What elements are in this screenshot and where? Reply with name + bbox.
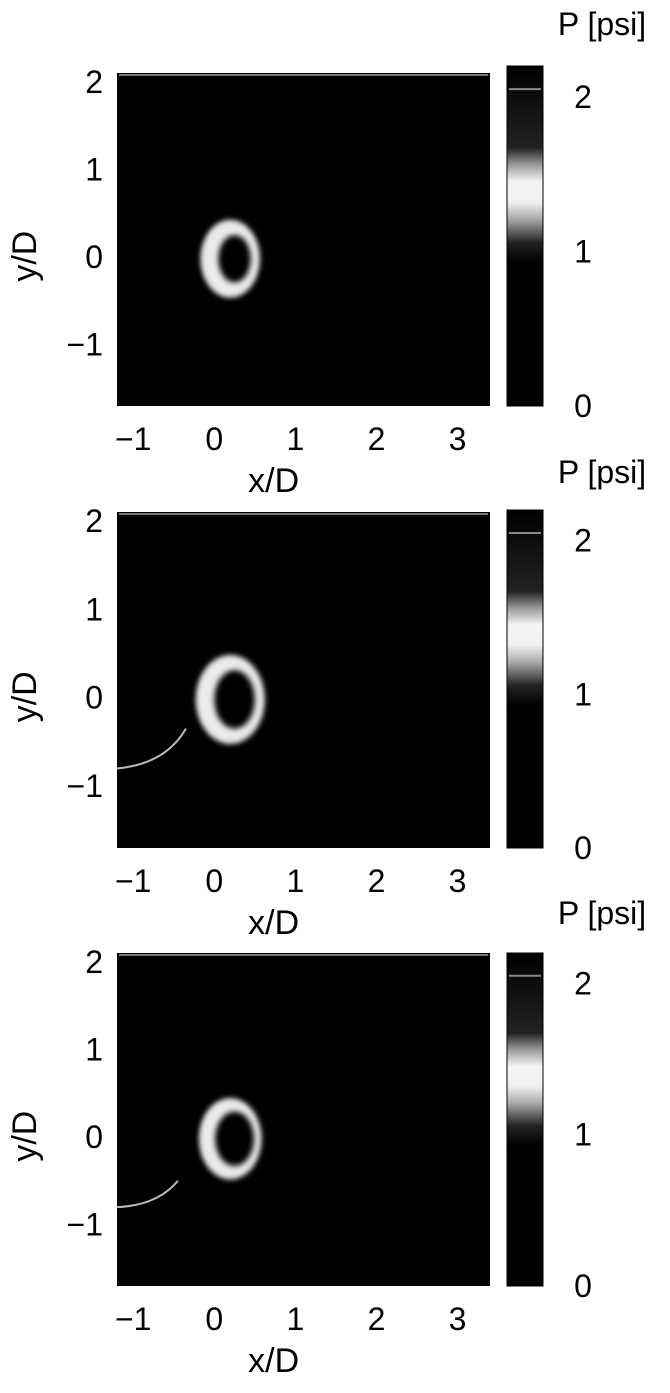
y-tick-label: −1: [67, 1207, 103, 1243]
colorbar-title: P [psi]: [558, 895, 646, 931]
pressure-ring: [196, 655, 265, 744]
y-tick-label: 2: [85, 944, 103, 980]
y-tick-label: 2: [85, 64, 103, 100]
x-tick-label: 0: [205, 421, 223, 457]
x-tick-label: 1: [286, 421, 304, 457]
y-axis-label: y/D: [6, 231, 44, 282]
x-tick-label: 0: [205, 863, 223, 899]
y-tick-label: −1: [67, 327, 103, 363]
colorbar-tick-label: 1: [574, 233, 592, 269]
ring-core: [215, 1111, 255, 1166]
x-axis-label: x/D: [248, 462, 299, 500]
x-tick-label: 2: [368, 1301, 386, 1337]
colorbar: 0 1 2 P [psi]: [506, 454, 646, 866]
colorbar-tick-label: 0: [574, 830, 592, 866]
shock-arc: [116, 728, 187, 770]
shock-arc: [116, 1180, 179, 1209]
y-axis-label: y/D: [6, 671, 44, 722]
colorbar-tick-label: 1: [574, 1117, 592, 1153]
pressure-ring: [201, 220, 260, 298]
ring-core: [214, 670, 255, 729]
pressure-ring: [199, 1098, 262, 1180]
y-tick-label: 0: [85, 1119, 103, 1155]
x-tick-label: 1: [286, 1301, 304, 1337]
x-tick-label: −1: [115, 421, 151, 457]
y-tick-label: 1: [85, 151, 103, 187]
y-axis-label: y/D: [6, 1111, 44, 1162]
colorbar-tick-label: 2: [574, 965, 592, 1001]
colorbar: 0 1 2 P [psi]: [506, 6, 646, 424]
panel-1: −1 0 1 2 3 −1 0 1 2 x/D y/D 0 1 2 P [psi]: [6, 6, 646, 500]
y-tick-label: 0: [85, 680, 103, 716]
panel-2: −1 0 1 2 3 −1 0 1 2 x/D y/D 0 1 2 P [psi]: [6, 454, 646, 942]
y-tick-label: 2: [85, 503, 103, 539]
plot-area: [117, 73, 490, 406]
x-axis-label: x/D: [248, 904, 299, 942]
x-tick-label: 0: [205, 1301, 223, 1337]
plot-area: [117, 512, 490, 848]
y-tick-label: 1: [85, 1031, 103, 1067]
colorbar-title: P [psi]: [558, 6, 646, 42]
x-tick-label: 2: [368, 863, 386, 899]
colorbar-tick-label: 2: [574, 523, 592, 559]
plot-area: [117, 953, 490, 1286]
colorbar: 0 1 2 P [psi]: [506, 895, 646, 1304]
x-tick-label: 2: [368, 421, 386, 457]
x-tick-label: −1: [115, 863, 151, 899]
colorbar-tick-label: 2: [574, 79, 592, 115]
colorbar-tick-label: 0: [574, 1268, 592, 1304]
colorbar-title: P [psi]: [558, 454, 646, 490]
x-tick-label: 3: [449, 421, 467, 457]
x-tick-label: 1: [286, 863, 304, 899]
ring-core: [218, 235, 251, 283]
y-tick-label: −1: [67, 768, 103, 804]
colorbar-tick-label: 0: [574, 388, 592, 424]
x-axis-label: x/D: [248, 1342, 299, 1380]
x-tick-label: 3: [449, 1301, 467, 1337]
panel-3: −1 0 1 2 3 −1 0 1 2 x/D y/D 0 1 2 P [psi]: [6, 895, 646, 1380]
x-tick-label: −1: [115, 1301, 151, 1337]
y-tick-label: 1: [85, 591, 103, 627]
x-tick-label: 3: [449, 863, 467, 899]
colorbar-tick-label: 1: [574, 676, 592, 712]
y-tick-label: 0: [85, 239, 103, 275]
